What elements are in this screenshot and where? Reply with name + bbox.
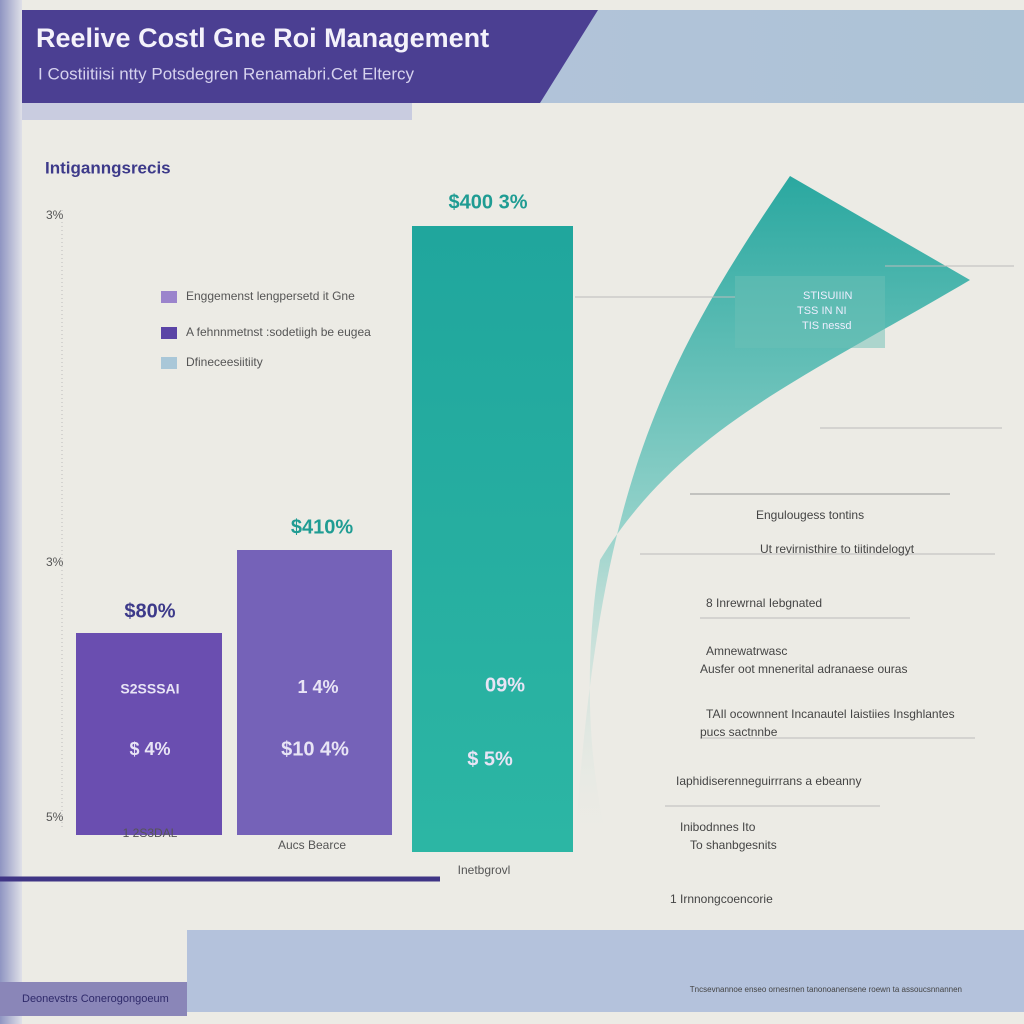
bar-inner-label: 1 4% (297, 677, 338, 697)
note: 1 Irnnongcoencorie (670, 892, 773, 906)
footer-panel (0, 982, 187, 1016)
bar-label: Inetbgrovl (458, 863, 511, 877)
subtitle: I Costiitiisi ntty Potsdegren Renamabri.… (38, 64, 415, 83)
legend-label: A fehnnmetnst :sodetiigh be eugea (186, 325, 371, 339)
notes: Engulougess tontins Ut revirnisthire to … (640, 427, 1002, 906)
note: TAIl ocownnent Incanautel Iaistiies Insg… (706, 707, 955, 721)
header-shadow (22, 103, 412, 120)
note: Iaphidiserenneguirrrans a ebeanny (676, 774, 861, 788)
legend-label: Dfineceesiitiity (186, 355, 263, 369)
bar-inner-label: $ 4% (129, 739, 170, 759)
note: Ut revirnisthire to tiitindelogyt (760, 542, 915, 556)
bar-label: 1 2S3DAL (123, 826, 178, 840)
note: Engulougess tontins (756, 508, 864, 522)
bar-top-label: $400 3% (449, 191, 528, 213)
note: Ausfer oot mnenerital adranaese ouras (700, 662, 907, 676)
bar-label: Aucs Bearce (278, 838, 346, 852)
axis-label: 3% (46, 208, 64, 222)
footer-left: Deonevstrs Conerogongoeum (22, 993, 169, 1005)
chart-heading: Intiganngsrecis (45, 158, 171, 177)
callout-text: STISUIIIN (803, 290, 853, 302)
bar (76, 633, 222, 835)
callout-box (735, 276, 885, 348)
title: Reelive Costl Gne Roi Management (36, 23, 489, 53)
footer-right: Tncsevnannoe enseo ornesrnen tanonoanens… (690, 985, 962, 994)
legend-swatch (161, 291, 177, 303)
bar (237, 550, 392, 835)
axis-label: 5% (46, 810, 64, 824)
note: 8 Inrewrnal Iebgnated (706, 596, 822, 610)
legend-swatch (161, 327, 177, 339)
note: To shanbgesnits (690, 838, 777, 852)
callout-text: TIS nessd (802, 320, 852, 332)
note: Amnewatrwasc (706, 644, 787, 658)
bar-inner-label: $10 4% (281, 738, 349, 760)
note: pucs sactnnbe (700, 725, 778, 739)
bar-top-label: $410% (291, 516, 353, 538)
legend-label: Enggemenst lengpersetd it Gne (186, 289, 355, 303)
note: Inibodnnes Ito (680, 820, 756, 834)
bar-inner-label: 09% (485, 674, 525, 696)
bar (412, 226, 573, 852)
axis-label: 3% (46, 555, 64, 569)
bar-inner-label: S2SSSAI (120, 681, 179, 697)
side-strip (0, 0, 22, 1024)
legend-swatch (161, 357, 177, 369)
bar-inner-label: $ 5% (467, 748, 513, 770)
footer-band (187, 930, 1024, 1012)
callout-text: TSS IN NI (797, 305, 847, 317)
bar-top-label: $80% (124, 600, 175, 622)
header-panel (22, 10, 598, 103)
